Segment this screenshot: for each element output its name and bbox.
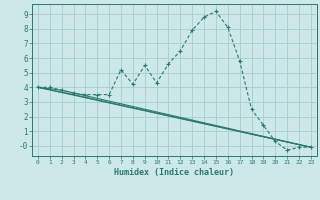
X-axis label: Humidex (Indice chaleur): Humidex (Indice chaleur) xyxy=(115,168,234,177)
